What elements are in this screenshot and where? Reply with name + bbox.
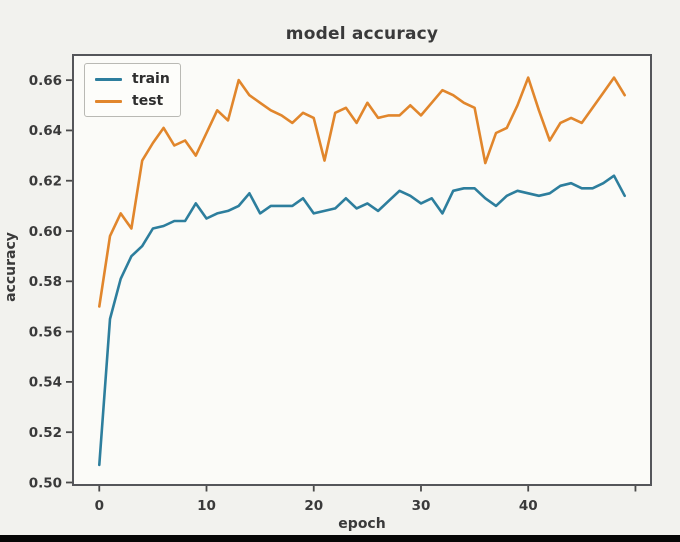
x-axis-label: epoch — [338, 516, 386, 532]
train-line — [98, 174, 627, 467]
svg-text:0.56: 0.56 — [29, 324, 62, 340]
svg-text:0: 0 — [95, 498, 104, 514]
test-line — [98, 76, 627, 308]
svg-text:0.54: 0.54 — [29, 375, 62, 391]
svg-text:0.64: 0.64 — [29, 123, 62, 139]
x-axis-ticks: 0 10 20 30 40 — [95, 485, 637, 514]
svg-text:0.58: 0.58 — [29, 274, 62, 290]
test-line-swatch — [95, 99, 122, 103]
svg-text:30: 30 — [412, 498, 431, 514]
bottom-border-bar — [0, 535, 680, 542]
legend-item-train: train — [95, 72, 172, 86]
train-line-swatch — [95, 77, 122, 81]
y-axis-label: accuracy — [3, 232, 19, 302]
legend-label-train: train — [132, 71, 170, 87]
svg-text:0.52: 0.52 — [29, 425, 62, 441]
plot-border — [72, 54, 652, 486]
legend: train test — [84, 63, 181, 117]
legend-label-test: test — [132, 93, 164, 109]
y-axis-ticks: 0.50 0.52 0.54 0.56 0.58 0.60 0.62 0.64 0.66 — [29, 73, 73, 491]
svg-text:0.50: 0.50 — [29, 475, 62, 491]
svg-text:10: 10 — [197, 498, 216, 514]
plot-area — [73, 55, 651, 485]
chart-title: model accuracy — [285, 24, 439, 44]
svg-text:20: 20 — [304, 498, 323, 514]
svg-text:40: 40 — [519, 498, 538, 514]
svg-text:0.60: 0.60 — [29, 224, 62, 240]
svg-text:0.62: 0.62 — [29, 174, 62, 190]
legend-item-test: test — [95, 94, 172, 108]
svg-text:0.66: 0.66 — [29, 73, 62, 89]
